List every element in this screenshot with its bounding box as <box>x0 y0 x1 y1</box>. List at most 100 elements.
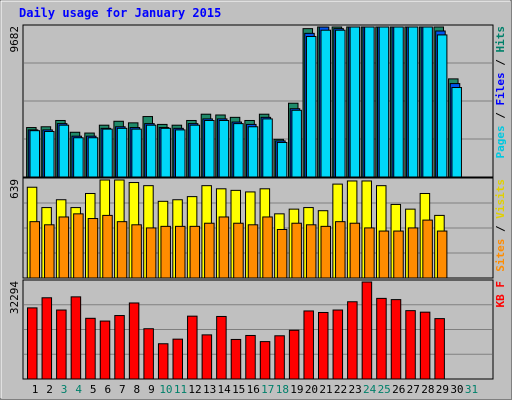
bar-visits-sites <box>73 213 84 279</box>
bar-hits-pages <box>218 119 230 178</box>
legend-entry: Visits <box>494 179 507 219</box>
x-tick-label: 11 <box>174 383 187 396</box>
bar-visits-sites <box>393 230 404 279</box>
bar-visits-sites <box>29 221 40 279</box>
bar-visits-sites <box>320 225 331 279</box>
bar-visits-sites <box>436 230 448 279</box>
x-tick-label: 28 <box>421 383 434 396</box>
x-tick-label: 12 <box>188 383 201 396</box>
bar-hits-pages <box>73 137 84 178</box>
bar-visits-sites <box>276 228 288 279</box>
x-tick-label: 26 <box>392 383 405 396</box>
bar-kbytes-kb-f <box>347 301 358 380</box>
bar-kbytes-kb-f <box>230 338 242 380</box>
x-tick-label: 4 <box>75 383 82 396</box>
panel-kbytes-ymax-label: 32294 <box>8 281 21 314</box>
bar-visits-sites <box>218 216 230 279</box>
x-tick-label: 25 <box>378 383 391 396</box>
x-tick-label: 23 <box>348 383 361 396</box>
bar-visits-sites <box>407 227 419 279</box>
x-tick-label: 7 <box>119 383 126 396</box>
bar-kbytes-kb-f <box>434 318 445 380</box>
bar-hits-pages <box>87 137 99 178</box>
bar-visits-sites <box>145 227 157 279</box>
bar-kbytes-kb-f <box>390 299 402 380</box>
legend-entry: Files <box>494 72 507 105</box>
bar-kbytes-kb-f <box>274 335 285 380</box>
bar-kbytes-kb-f <box>259 341 271 380</box>
bar-kbytes-kb-f <box>245 334 256 380</box>
panel-kbytes: 32294 KB F <box>8 279 507 380</box>
bar-hits-pages <box>378 26 390 178</box>
legend-entry: Pages <box>494 125 507 158</box>
x-tick-label: 6 <box>104 383 111 396</box>
x-tick-label: 1 <box>32 383 39 396</box>
bar-hits-pages <box>175 129 186 178</box>
bar-hits-pages <box>291 109 302 178</box>
bar-hits-pages <box>364 26 375 178</box>
bar-kbytes-kb-f <box>318 311 329 380</box>
bar-hits-pages <box>233 123 244 178</box>
bar-kbytes-kb-f <box>172 338 183 380</box>
x-tick-label: 8 <box>134 383 141 396</box>
bar-hits-pages <box>145 124 157 178</box>
bar-hits-pages <box>305 35 317 178</box>
bar-kbytes-kb-f <box>332 309 344 380</box>
x-tick-label: 16 <box>247 383 260 396</box>
x-tick-label: 13 <box>203 383 216 396</box>
x-tick-label: 5 <box>90 383 97 396</box>
bar-kbytes-kb-f <box>187 315 198 380</box>
bar-kbytes-kb-f <box>99 320 111 380</box>
bar-visits-sites <box>44 224 55 279</box>
legend-entry: / <box>494 106 507 126</box>
bar-visits-sites <box>204 222 215 279</box>
bar-visits-sites <box>364 227 375 279</box>
bar-kbytes-kb-f <box>419 311 431 380</box>
bar-hits-pages <box>58 124 70 178</box>
bar-visits-sites <box>160 225 171 279</box>
bar-kbytes-kb-f <box>70 296 82 380</box>
bar-visits-sites <box>291 222 302 279</box>
x-tick-label: 20 <box>305 383 318 396</box>
bar-kbytes-kb-f <box>288 329 300 380</box>
bar-hits-pages <box>393 26 404 178</box>
panel-hits-legend: Pages / Files / Hits <box>494 26 507 159</box>
x-tick-label: 24 <box>363 383 377 396</box>
bar-kbytes-kb-f <box>201 334 213 380</box>
bar-kbytes-kb-f <box>157 343 169 380</box>
bar-hits-pages <box>131 128 142 178</box>
x-tick-label: 3 <box>61 383 68 396</box>
x-tick-label: 2 <box>46 383 53 396</box>
bar-visits-sites <box>335 221 346 279</box>
bar-visits-sites <box>378 230 390 279</box>
x-tick-label: 21 <box>319 383 332 396</box>
bar-hits-pages <box>422 26 433 178</box>
bar-kbytes-kb-f <box>376 297 387 380</box>
panel-visits: 639 Sites / Visits <box>8 177 507 279</box>
bar-hits-pages <box>320 29 331 178</box>
panel-kbytes-legend: KB F <box>494 281 507 308</box>
bar-visits-sites <box>233 222 244 279</box>
bar-hits-pages <box>451 87 462 178</box>
legend-entry: Sites <box>494 239 507 272</box>
bar-visits-sites <box>102 214 113 279</box>
bar-hits-pages <box>102 128 113 178</box>
x-tick-label: 14 <box>218 383 232 396</box>
bar-visits-sites <box>247 224 259 279</box>
bar-visits-sites <box>422 219 433 279</box>
bar-hits-pages <box>44 130 55 178</box>
bar-hits-pages <box>436 34 448 178</box>
bar-kbytes-kb-f <box>303 310 314 380</box>
bar-visits-sites <box>189 225 201 279</box>
panel-visits-legend: Sites / Visits <box>494 179 507 272</box>
x-tick-label: 19 <box>290 383 303 396</box>
x-tick-label: 15 <box>232 383 245 396</box>
bar-kbytes-kb-f <box>85 317 96 380</box>
x-tick-label: 27 <box>407 383 420 396</box>
x-tick-label: 30 <box>450 383 463 396</box>
bar-hits-pages <box>116 127 128 178</box>
x-tick-label: 29 <box>436 383 449 396</box>
